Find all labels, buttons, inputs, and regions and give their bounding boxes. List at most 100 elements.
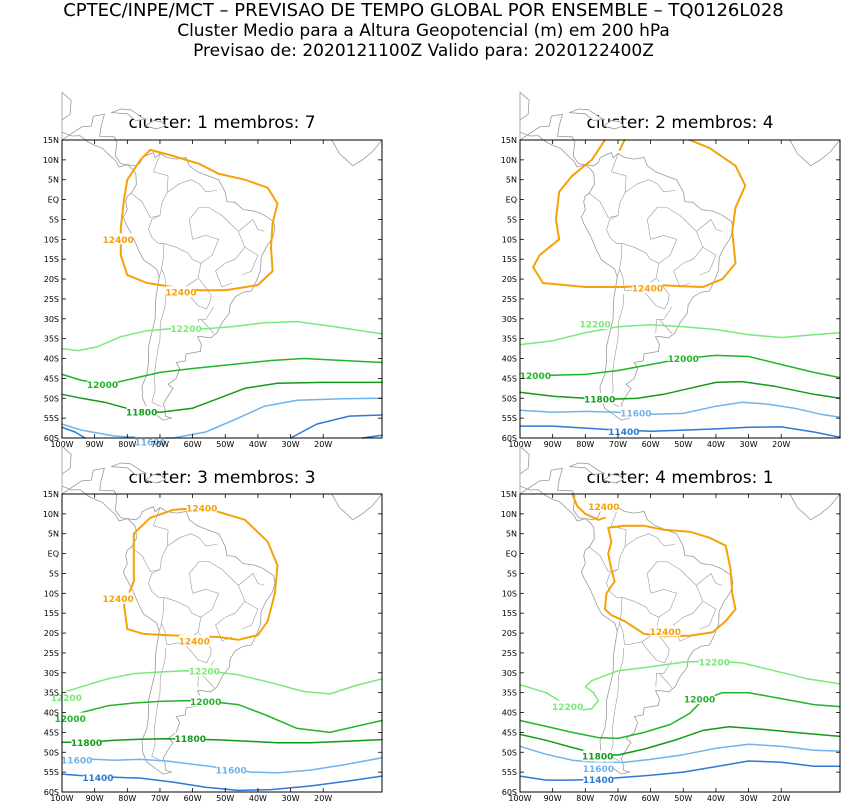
- lat-label: 25S: [44, 649, 59, 658]
- country-border-9: [699, 601, 717, 630]
- lon-label: 50W: [216, 794, 234, 803]
- contour-line-4: [61, 397, 383, 439]
- lat-label: 15S: [44, 609, 59, 618]
- country-border-1: [166, 179, 218, 193]
- contour-label: 12400: [165, 289, 196, 299]
- lat-label: 45S: [44, 374, 59, 383]
- lon-label: 40W: [249, 794, 267, 803]
- contour-label-bg: [87, 378, 118, 390]
- contour-label-bg: [175, 732, 206, 744]
- contour-label: 12400: [179, 638, 210, 648]
- contour-line-5: [289, 414, 383, 439]
- lat-label: 5S: [507, 215, 517, 224]
- contour-label: 12400: [103, 236, 134, 246]
- lat-label: 40S: [44, 355, 59, 364]
- contour-label-bg: [580, 317, 611, 329]
- contour-line-6: [519, 425, 841, 438]
- contour-label-bg: [632, 282, 663, 294]
- lat-label: 25S: [44, 295, 59, 304]
- lat-label: 50S: [44, 394, 59, 403]
- plot-frame: [519, 139, 841, 439]
- lon-label: 20W: [772, 440, 790, 449]
- contour-label: 12000: [190, 698, 221, 708]
- contour-label-bg: [103, 592, 134, 604]
- panel-2-map: 12400 12200 12000 12000 11800 11600 11400 15N 10…: [501, 91, 841, 449]
- contour-label-bg: [186, 501, 217, 513]
- lat-label: EQ: [48, 550, 59, 559]
- coastline-2: [569, 462, 606, 475]
- contour-line-6: [61, 426, 86, 439]
- country-border-10: [650, 589, 678, 618]
- country-border-6: [655, 306, 673, 333]
- lat-label: EQ: [48, 196, 59, 205]
- contour-label-bg: [61, 754, 92, 766]
- country-border-8: [673, 569, 704, 642]
- lon-label: 20W: [314, 794, 332, 803]
- contour-line-3: [61, 381, 383, 413]
- panel-1-title: cluster: 1 membros: 7: [128, 113, 316, 133]
- contour-label: 12400: [650, 628, 681, 638]
- country-border-0: [131, 507, 169, 572]
- lon-label: 90W: [86, 794, 104, 803]
- contour-line-4: [519, 726, 841, 756]
- contour-label: 12400: [632, 285, 663, 295]
- country-border-12: [238, 219, 265, 232]
- coastline-0: [122, 152, 276, 421]
- country-border-11: [646, 207, 681, 240]
- contour-label: 11600: [215, 767, 246, 777]
- lat-label: 15S: [502, 255, 517, 264]
- lon-label: 30W: [740, 440, 758, 449]
- panel-2-title: cluster: 2 membros: 4: [586, 113, 774, 133]
- contour-label: 12000: [668, 355, 699, 365]
- country-border-6: [655, 660, 673, 687]
- lon-label: 80W: [118, 440, 136, 449]
- header-title: CPTEC/INPE/MCT – PREVISAO DE TEMPO GLOBA…: [63, 0, 784, 21]
- country-border-0: [589, 153, 627, 218]
- lon-label: 100W: [50, 440, 73, 449]
- lat-label: 55S: [44, 414, 59, 423]
- contour-label: 12400: [103, 595, 134, 605]
- coastline-2: [569, 108, 606, 121]
- country-border-8: [673, 215, 704, 288]
- contour-line-3: [519, 691, 841, 740]
- contour-label-bg: [699, 656, 730, 668]
- lat-label: 15S: [502, 609, 517, 618]
- lat-label: 55S: [44, 768, 59, 777]
- contour-label-bg: [165, 286, 196, 298]
- lon-label: 40W: [707, 794, 725, 803]
- contour-line-0: [119, 148, 279, 292]
- lat-label: 5S: [49, 215, 59, 224]
- contour-label: 12400: [588, 503, 619, 513]
- lat-label: 25S: [502, 295, 517, 304]
- contour-line-4: [519, 380, 841, 400]
- country-border-11: [646, 561, 681, 594]
- country-border-5: [151, 648, 167, 762]
- panel-3-title: cluster: 3 membros: 3: [128, 468, 316, 488]
- country-border-4: [641, 278, 670, 310]
- contour-label-bg: [51, 691, 82, 703]
- coastline-1: [61, 445, 128, 522]
- lat-label: 40S: [44, 709, 59, 718]
- coastline-1: [61, 91, 128, 168]
- lat-label: EQ: [506, 196, 517, 205]
- lon-label: 30W: [282, 440, 300, 449]
- lat-label: 15N: [43, 136, 59, 145]
- contour-label: 12200: [552, 703, 583, 713]
- panel-4-title: cluster: 4 membros: 1: [586, 468, 774, 488]
- lon-label: 90W: [86, 440, 104, 449]
- coastline-3: [144, 120, 167, 130]
- lat-label: EQ: [506, 550, 517, 559]
- lat-label: 35S: [44, 335, 59, 344]
- country-border-2: [148, 569, 165, 632]
- country-border-1: [166, 533, 218, 547]
- lat-label: 5S: [507, 569, 517, 578]
- contour-label: 12200: [579, 320, 610, 330]
- header-subtitle: Cluster Medio para a Altura Geopotencial…: [177, 21, 670, 41]
- country-border-1: [624, 533, 676, 547]
- country-border-12: [696, 219, 723, 232]
- coastline-4: [788, 139, 841, 167]
- contour-label-bg: [126, 406, 157, 418]
- coastline-3: [144, 474, 167, 484]
- country-border-3: [619, 243, 660, 291]
- contour-line-0: [571, 493, 606, 521]
